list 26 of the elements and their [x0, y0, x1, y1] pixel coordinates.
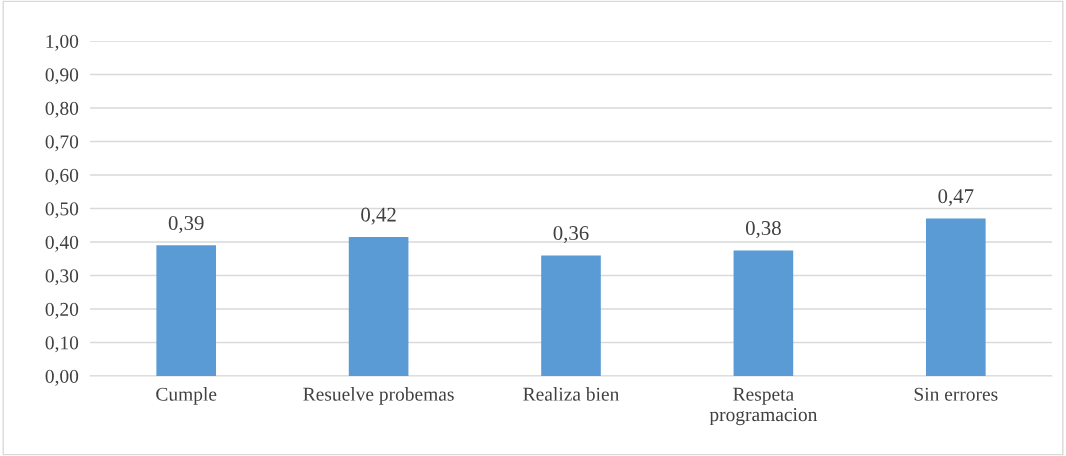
data-label: 0,39 [168, 215, 204, 234]
y-tick-label: 0,10 [45, 336, 79, 353]
y-tick-label: 0,60 [45, 168, 79, 185]
y-tick-label: 0,80 [45, 101, 79, 118]
y-tick-label: 0,20 [45, 302, 79, 319]
y-tick-label: 0,90 [45, 68, 79, 85]
bar [156, 245, 217, 376]
bar [541, 255, 601, 376]
bar [925, 218, 986, 376]
y-tick-label: 0,70 [45, 135, 79, 152]
data-label: 0,36 [553, 226, 589, 244]
x-tick-label: Resuelve probemas [303, 387, 454, 405]
x-tick-label: Realiza bien [523, 387, 620, 401]
x-tick-label: Sin errores [914, 387, 998, 401]
x-tick-label: Respeta programacion [709, 387, 818, 426]
data-label: 0,38 [745, 220, 781, 239]
bar [733, 250, 794, 376]
data-label: 0,42 [361, 207, 396, 225]
y-tick-label: 0,30 [45, 269, 79, 286]
y-tick-label: 0,00 [45, 369, 79, 386]
y-tick-label: 1,00 [46, 34, 79, 51]
bar [348, 236, 409, 376]
x-tick-label: Cumple [156, 387, 217, 405]
y-tick-label: 0,40 [45, 235, 79, 252]
y-tick-label: 0,50 [45, 202, 79, 219]
data-label: 0,47 [938, 189, 974, 207]
